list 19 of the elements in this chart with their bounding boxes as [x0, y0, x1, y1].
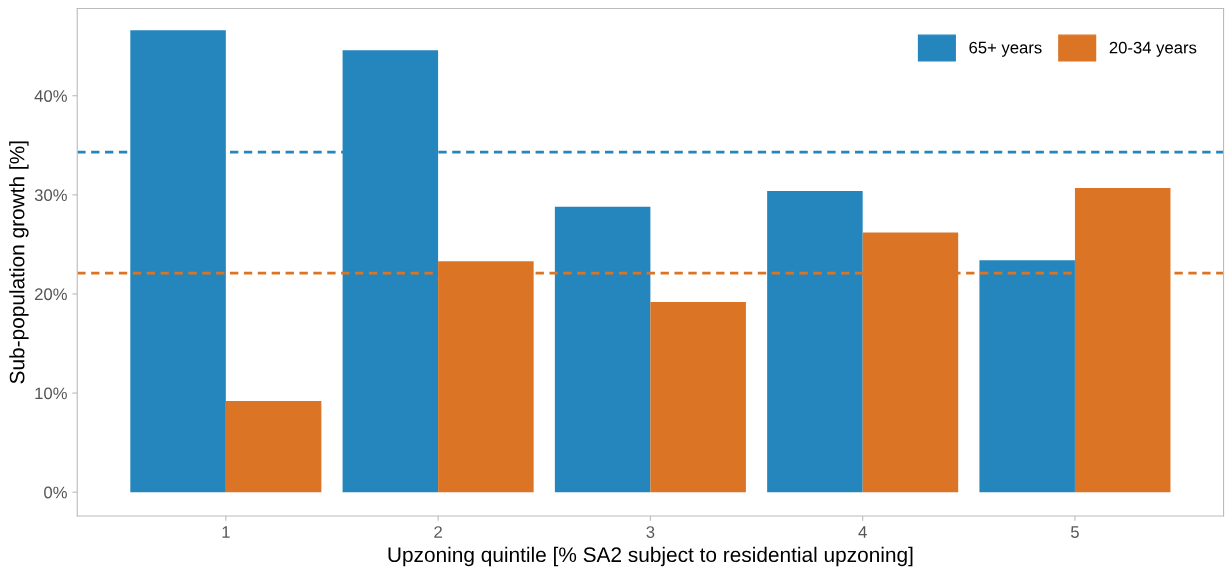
bar: [979, 260, 1075, 493]
x-tick-label: 4: [858, 526, 867, 538]
y-tick-label: 30%: [34, 189, 67, 202]
y-tick-label: 20%: [35, 288, 67, 301]
x-tick-label: 5: [1070, 526, 1079, 538]
x-axis-title: Upzoning quintile [% SA2 subject to residential upzoning]: [388, 546, 913, 567]
bar: [554, 206, 651, 493]
x-tick-label: 2: [434, 526, 442, 538]
bar: [767, 190, 863, 493]
y-tick-label: 0%: [44, 486, 67, 499]
bar: [225, 401, 322, 493]
y-tick-label: 10%: [35, 387, 67, 400]
bar: [650, 301, 746, 493]
x-tick-label: 1: [222, 526, 230, 538]
legend-label: 65+ years: [969, 41, 1042, 57]
y-tick-label: 40%: [34, 90, 67, 102]
x-tick-label: 3: [646, 526, 655, 538]
y-axis-title: Sub-population growth [%]: [9, 141, 29, 384]
legend-label: 20-34 years: [1109, 41, 1197, 57]
